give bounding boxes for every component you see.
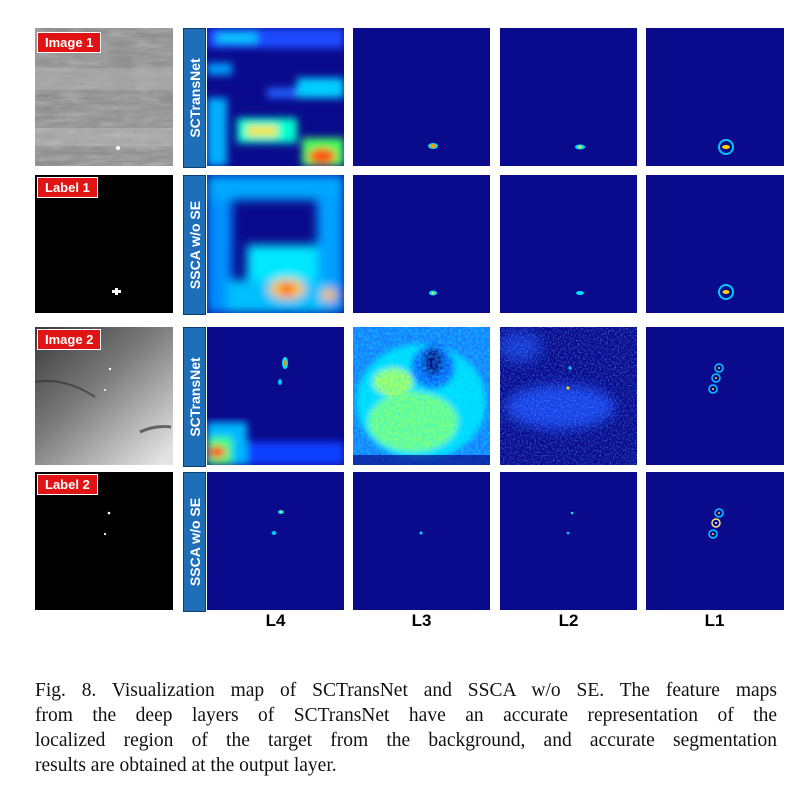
column-label-L2: L2 <box>558 611 579 630</box>
image-2-badge: Image 2 <box>37 329 102 350</box>
image-1-panel: Image 1 <box>35 28 173 166</box>
heatmap-sctransnet-1-L2 <box>500 28 637 166</box>
row-4-model-label: SSCA w/o SE <box>183 472 206 612</box>
heatmap-ssca-2-L1 <box>646 472 784 610</box>
image-1-badge: Image 1 <box>37 32 102 53</box>
heatmap-ssca-1-L4 <box>207 175 344 313</box>
figure-caption: Fig. 8. Visualization map of SCTransNet … <box>35 678 777 778</box>
heatmap-sctransnet-2-L4 <box>207 327 344 465</box>
label-1-panel: Label 1 <box>35 175 173 313</box>
row-3-model-text: SCTransNet <box>186 357 203 437</box>
heatmap-sctransnet-2-L2 <box>500 327 637 465</box>
heatmap-sctransnet-2-L1 <box>646 327 784 465</box>
heatmap-sctransnet-2-L3 <box>353 327 490 465</box>
label-1-badge: Label 1 <box>37 177 98 198</box>
row-2-model-label: SSCA w/o SE <box>183 175 206 315</box>
heatmap-sctransnet-1-L3 <box>353 28 490 166</box>
heatmap-ssca-1-L2 <box>500 175 637 313</box>
heatmap-ssca-2-L4 <box>207 472 344 610</box>
heatmap-ssca-1-L1 <box>646 175 784 313</box>
column-label-L1: L1 <box>704 611 725 630</box>
row-1-model-label: SCTransNet <box>183 28 206 168</box>
caption-line-4: results are obtained at the output layer… <box>35 755 337 776</box>
heatmap-sctransnet-1-L1 <box>646 28 784 166</box>
heatmap-ssca-1-L3 <box>353 175 490 313</box>
image-2-panel: Image 2 <box>35 327 173 465</box>
heatmap-ssca-2-L3 <box>353 472 490 610</box>
figure-8: Image 1 SCTransNet <box>35 28 784 630</box>
heatmap-ssca-2-L2 <box>500 472 637 610</box>
caption-line-2: from the deep layers of SCTransNet have … <box>35 705 777 726</box>
heatmap-sctransnet-1-L4 <box>207 28 344 166</box>
row-3-model-label: SCTransNet <box>183 327 206 467</box>
caption-line-3: localized region of the target from the … <box>35 730 777 751</box>
caption-line-1: Fig. 8. Visualization map of SCTransNet … <box>35 680 777 701</box>
row-1-model-text: SCTransNet <box>186 58 203 138</box>
column-label-L3: L3 <box>411 611 432 630</box>
row-2-model-text: SSCA w/o SE <box>186 200 203 290</box>
column-label-L4: L4 <box>265 611 286 630</box>
row-4-model-text: SSCA w/o SE <box>186 497 203 587</box>
label-2-panel: Label 2 <box>35 472 173 610</box>
label-2-badge: Label 2 <box>37 474 98 495</box>
